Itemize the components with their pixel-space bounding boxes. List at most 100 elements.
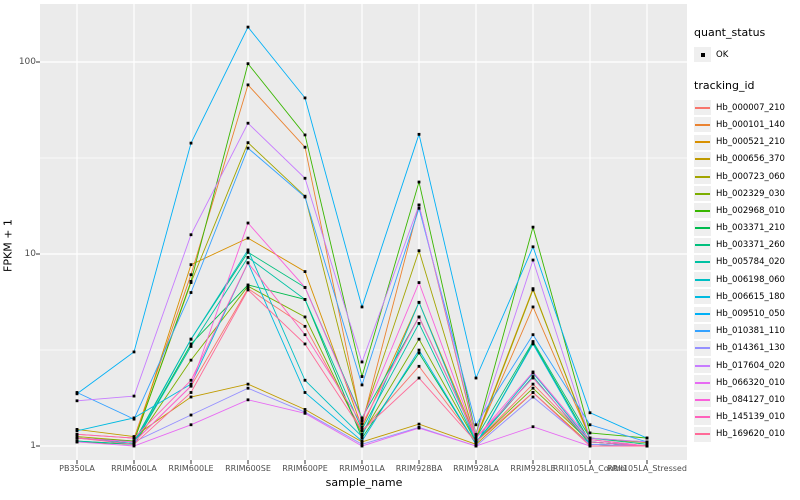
legend-item-Hb_009510_050: Hb_009510_050 (694, 305, 800, 322)
legend-line-swatch (695, 347, 710, 350)
data-point (246, 283, 250, 287)
data-point (531, 370, 535, 374)
legend-key-box (694, 323, 711, 339)
legend-item-Hb_002329_030: Hb_002329_030 (694, 185, 800, 202)
legend-line-swatch (695, 141, 710, 144)
data-point (588, 436, 592, 440)
data-point (246, 141, 250, 145)
legend-item-Hb_017604_020: Hb_017604_020 (694, 357, 800, 374)
legend-key-box (694, 237, 711, 253)
data-point (360, 422, 364, 426)
legend-item-label: Hb_010381_110 (716, 326, 785, 337)
legend-line-swatch (695, 158, 710, 161)
legend-item-label: Hb_014361_130 (716, 343, 785, 354)
data-point (531, 333, 535, 337)
data-point (303, 145, 307, 149)
data-point (531, 340, 535, 343)
data-point (531, 375, 535, 378)
data-point (246, 261, 250, 265)
legend-key-box (694, 151, 711, 167)
data-point (474, 376, 478, 380)
legend-item-Hb_006198_060: Hb_006198_060 (694, 271, 800, 288)
legend-item-label: Hb_000007_210 (716, 102, 785, 113)
legend-item-label: OK (716, 49, 729, 60)
data-point (75, 436, 79, 440)
data-point (531, 288, 535, 292)
legend-item-label: Hb_006198_060 (716, 274, 785, 285)
y-tick-label: 1 (30, 440, 36, 451)
legend-line-swatch (695, 209, 710, 212)
legend-item-Hb_010381_110: Hb_010381_110 (694, 323, 800, 340)
data-point (360, 429, 364, 433)
data-point (360, 305, 364, 309)
data-point (588, 431, 592, 435)
legend-key-box (694, 186, 711, 202)
data-point (474, 436, 478, 440)
data-point (246, 382, 250, 386)
legend-line-swatch (695, 398, 710, 401)
legend-item-label: Hb_017604_020 (716, 360, 785, 371)
data-point (246, 83, 250, 87)
data-point (303, 378, 307, 382)
data-point (132, 444, 136, 448)
data-point (75, 432, 79, 436)
data-point (360, 425, 364, 429)
legend-item-label: Hb_009510_050 (716, 309, 785, 320)
data-point (303, 96, 307, 100)
data-point (360, 432, 364, 436)
data-point (132, 440, 136, 444)
data-point (303, 298, 307, 301)
data-point (303, 315, 307, 319)
data-point (189, 423, 193, 427)
legend-key-box (694, 169, 711, 185)
data-point (303, 270, 307, 273)
data-point (531, 258, 535, 262)
legend-key-box (694, 409, 711, 425)
legend-quant-status-title: quant_status (694, 26, 766, 39)
data-point (246, 250, 250, 254)
y-tick-label: 100 (18, 56, 36, 67)
legend-item-label: Hb_084127_010 (716, 394, 785, 405)
legend-item-label: Hb_003371_210 (716, 223, 785, 234)
legend-item-label: Hb_002329_030 (716, 188, 785, 199)
data-point (417, 300, 421, 304)
legend-item-Hb_014361_130: Hb_014361_130 (694, 340, 800, 357)
data-point (417, 426, 421, 430)
data-point (531, 382, 535, 386)
legend: quant_status OK tracking_id Hb_000007_21… (694, 26, 800, 443)
x-tick-label: RRIM928LA (453, 464, 499, 473)
data-point (189, 291, 193, 294)
data-point (189, 358, 193, 362)
data-point (360, 444, 364, 448)
data-point (474, 442, 478, 446)
data-point (588, 423, 592, 427)
data-point (303, 133, 307, 137)
data-point (588, 411, 592, 415)
legend-key-box (694, 426, 711, 442)
legend-line-swatch (695, 106, 710, 109)
data-point (189, 273, 193, 277)
legend-line-swatch (695, 278, 710, 281)
data-point (246, 398, 250, 402)
legend-item-label: Hb_000521_210 (716, 137, 785, 148)
data-point (132, 394, 136, 398)
data-point (531, 245, 535, 249)
legend-key-box (694, 358, 711, 374)
legend-key-box (694, 47, 711, 63)
data-point (531, 386, 535, 390)
data-point (303, 391, 307, 394)
legend-key-box (694, 117, 711, 133)
legend-item-Hb_169620_010: Hb_169620_010 (694, 426, 800, 443)
data-point (303, 195, 307, 199)
legend-item-label: Hb_005784_020 (716, 257, 785, 268)
legend-key-box (694, 306, 711, 322)
legend-item-Hb_000521_210: Hb_000521_210 (694, 134, 800, 151)
legend-key-box (694, 254, 711, 270)
legend-item-label: Hb_000723_060 (716, 171, 785, 182)
data-point (474, 440, 478, 444)
data-point (132, 350, 136, 354)
legend-key-box (694, 220, 711, 236)
y-axis-title: FPKM + 1 (1, 219, 15, 272)
